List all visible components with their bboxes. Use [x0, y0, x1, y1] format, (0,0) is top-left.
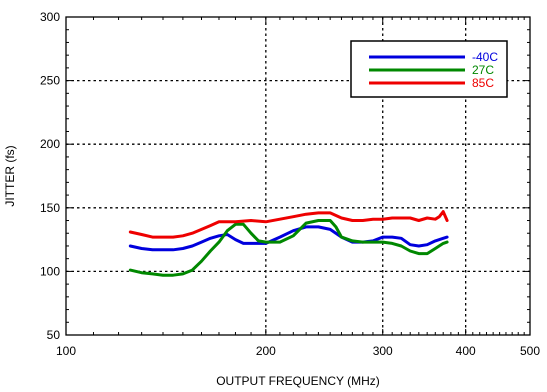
y-tick-labels: 50 100 150 200 250 300 [40, 10, 60, 342]
x-tick-label: 100 [56, 344, 76, 358]
legend-label: 27C [472, 63, 494, 77]
series-line-2 [128, 210, 449, 239]
series-lines [128, 210, 449, 277]
y-tick-label: 300 [40, 10, 60, 24]
x-tick-label: 200 [256, 344, 276, 358]
legend-label: 85C [472, 76, 494, 90]
series-line-0 [128, 225, 449, 252]
x-tick-label: 300 [373, 344, 393, 358]
series-line-1 [128, 219, 449, 277]
y-tick-label: 150 [40, 201, 60, 215]
y-axis-label: JITTER (fs) [3, 145, 17, 206]
x-tick-labels: 100 200 300 400 500 [56, 344, 540, 358]
x-axis-label: OUTPUT FREQUENCY (MHz) [216, 374, 380, 388]
axis-ticks [65, 16, 531, 336]
x-tick-label: 400 [456, 344, 476, 358]
y-tick-label: 100 [40, 264, 60, 278]
y-tick-label: 200 [40, 137, 60, 151]
legend-label: -40C [472, 50, 498, 64]
x-tick-label: 500 [520, 344, 540, 358]
y-tick-label: 250 [40, 74, 60, 88]
y-tick-label: 50 [47, 328, 61, 342]
